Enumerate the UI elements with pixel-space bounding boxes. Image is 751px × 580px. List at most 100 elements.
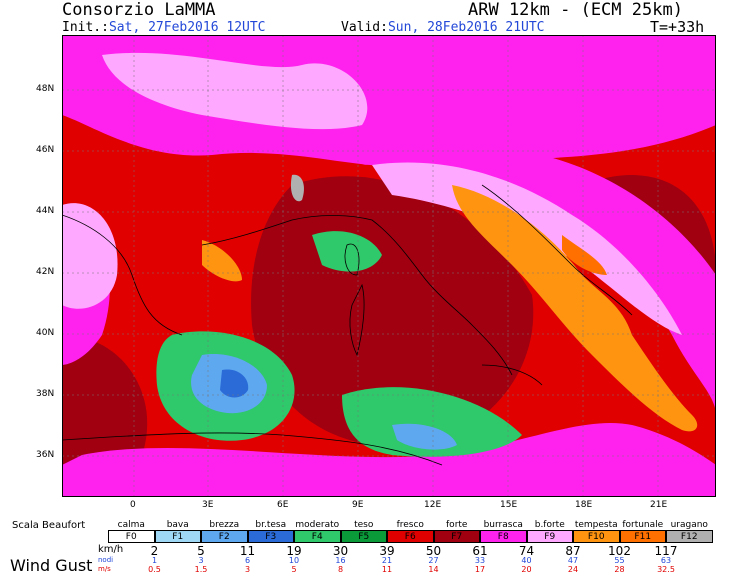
beaufort-name: burrasca <box>483 520 523 530</box>
lon-tick: 15E <box>500 500 518 510</box>
coastlines <box>62 184 633 466</box>
thr-kmh-value: 19 <box>286 544 302 558</box>
lat-tick: 44N <box>36 206 55 216</box>
thr-kmh-value: 87 <box>565 544 581 558</box>
field-f2-tunisia <box>392 423 457 450</box>
lat-tick: 36N <box>36 450 55 460</box>
scale-title: Scala Beaufort <box>12 520 86 531</box>
field-f11-adriatic <box>562 235 607 275</box>
forecast-step: T=+33h <box>650 18 705 36</box>
field-f9-adriatic <box>372 162 682 335</box>
field-f9-west <box>62 203 118 309</box>
field-f10-ionian <box>452 185 698 432</box>
lon-tick: 18E <box>575 500 593 510</box>
thr-kmh-value: 102 <box>608 544 631 558</box>
unit-nodi: nodi <box>98 556 114 564</box>
thr-kmh-value: 39 <box>379 544 395 558</box>
thr-ms-value: 17 <box>474 565 486 574</box>
beaufort-cell: F9 <box>526 530 573 543</box>
beaufort-cell: F5 <box>340 530 387 543</box>
thr-ms-value: 14 <box>428 565 439 574</box>
thr-nodi-value: 33 <box>474 556 486 565</box>
thr-kmh-value: 11 <box>239 544 256 558</box>
wind-gust-map <box>62 35 716 497</box>
beaufort-cell: F6 <box>387 530 434 543</box>
thr-nodi-value: 1 <box>151 556 158 565</box>
field-f9-north <box>102 52 368 130</box>
thr-ms-value: 5 <box>291 565 297 574</box>
unit-kmh: km/h <box>98 544 124 555</box>
valid-label: Valid: <box>341 20 388 35</box>
thr-kmh-value: 74 <box>518 544 535 558</box>
beaufort-cell: F4 <box>294 530 341 543</box>
thr-kmh-value: 117 <box>654 544 678 558</box>
beaufort-cell: F1 <box>154 530 201 543</box>
beaufort-name: calma <box>117 520 145 530</box>
thr-nodi-value: 3 <box>198 556 204 565</box>
thr-nodi-value: 55 <box>614 556 625 565</box>
beaufort-name: teso <box>354 520 374 530</box>
beaufort-name: tempesta <box>574 520 618 530</box>
beaufort-name: br.tesa <box>255 520 287 530</box>
valid-time: Valid:Sun, 28Feb2016 21UTC <box>341 20 545 35</box>
lat-tick: 40N <box>36 328 55 338</box>
app-title: Consorzio LaMMA <box>62 0 216 20</box>
lon-tick: 3E <box>202 500 214 510</box>
beaufort-cell: F2 <box>201 530 248 543</box>
thr-ms-value: 1.5 <box>194 565 208 574</box>
field-f3-core <box>220 369 249 398</box>
lon-tick: 6E <box>277 500 289 510</box>
beaufort-name: uragano <box>670 520 708 530</box>
beaufort-name: moderato <box>295 520 340 530</box>
thr-nodi-value: 6 <box>244 556 251 565</box>
lat-tick: 42N <box>36 267 55 277</box>
model-title: ARW 12km - (ECM 25km) <box>468 0 683 20</box>
lat-tick: 38N <box>36 389 55 399</box>
field-f8-south <box>62 422 716 497</box>
beaufort-name: fortunale <box>622 520 664 530</box>
lon-tick: 21E <box>650 500 668 510</box>
thr-nodi-value: 27 <box>428 556 439 565</box>
lon-tick: 12E <box>424 500 442 510</box>
field-f12-alps <box>290 174 304 202</box>
thr-kmh-value: 61 <box>472 544 488 558</box>
graticule <box>62 35 716 497</box>
thr-ms-value: 3 <box>244 565 251 574</box>
lon-tick: 9E <box>352 500 364 510</box>
field-f8-adriatic <box>362 155 716 415</box>
thr-ms-value: 8 <box>337 565 344 574</box>
thr-kmh-value: 5 <box>197 544 205 558</box>
beaufort-cell: F12 <box>666 530 713 543</box>
field-f10-lion <box>202 240 242 282</box>
thr-kmh-value: 30 <box>332 544 349 558</box>
thr-ms-value: 20 <box>521 565 532 574</box>
field-f4-ligurian <box>312 231 382 272</box>
thr-ms-value: 32.5 <box>657 565 675 574</box>
beaufort-cell: F8 <box>480 530 527 543</box>
beaufort-cell: F0 <box>108 530 155 543</box>
unit-ms: m/s <box>98 565 111 573</box>
lat-tick: 48N <box>36 84 55 94</box>
thr-nodi-value: 47 <box>567 556 579 565</box>
map-frame <box>62 35 716 497</box>
field-f4-tunisia <box>342 387 522 457</box>
beaufort-cell: F11 <box>619 530 666 543</box>
thr-nodi-value: 16 <box>335 556 346 565</box>
beaufort-cell: F10 <box>573 530 620 543</box>
init-label: Init.: <box>62 20 109 35</box>
beaufort-name: bava <box>166 520 189 530</box>
beaufort-name: brezza <box>209 520 240 530</box>
thr-nodi-value: 63 <box>660 556 672 565</box>
variable-label: Wind Gust <box>10 556 93 575</box>
beaufort-name: fresco <box>396 520 424 530</box>
init-value: Sat, 27Feb2016 12UTC <box>108 20 266 35</box>
lon-tick: 0 <box>130 500 136 510</box>
thr-nodi-value: 40 <box>521 556 532 565</box>
beaufort-cell: F7 <box>433 530 480 543</box>
init-time: Init.:Sat, 27Feb2016 12UTC <box>62 20 266 35</box>
beaufort-name: b.forte <box>534 520 565 530</box>
thr-kmh-value: 50 <box>425 544 442 558</box>
valid-value: Sun, 28Feb2016 21UTC <box>387 20 545 35</box>
field-f7-west <box>62 335 148 465</box>
thr-ms-value: 24 <box>567 565 579 574</box>
